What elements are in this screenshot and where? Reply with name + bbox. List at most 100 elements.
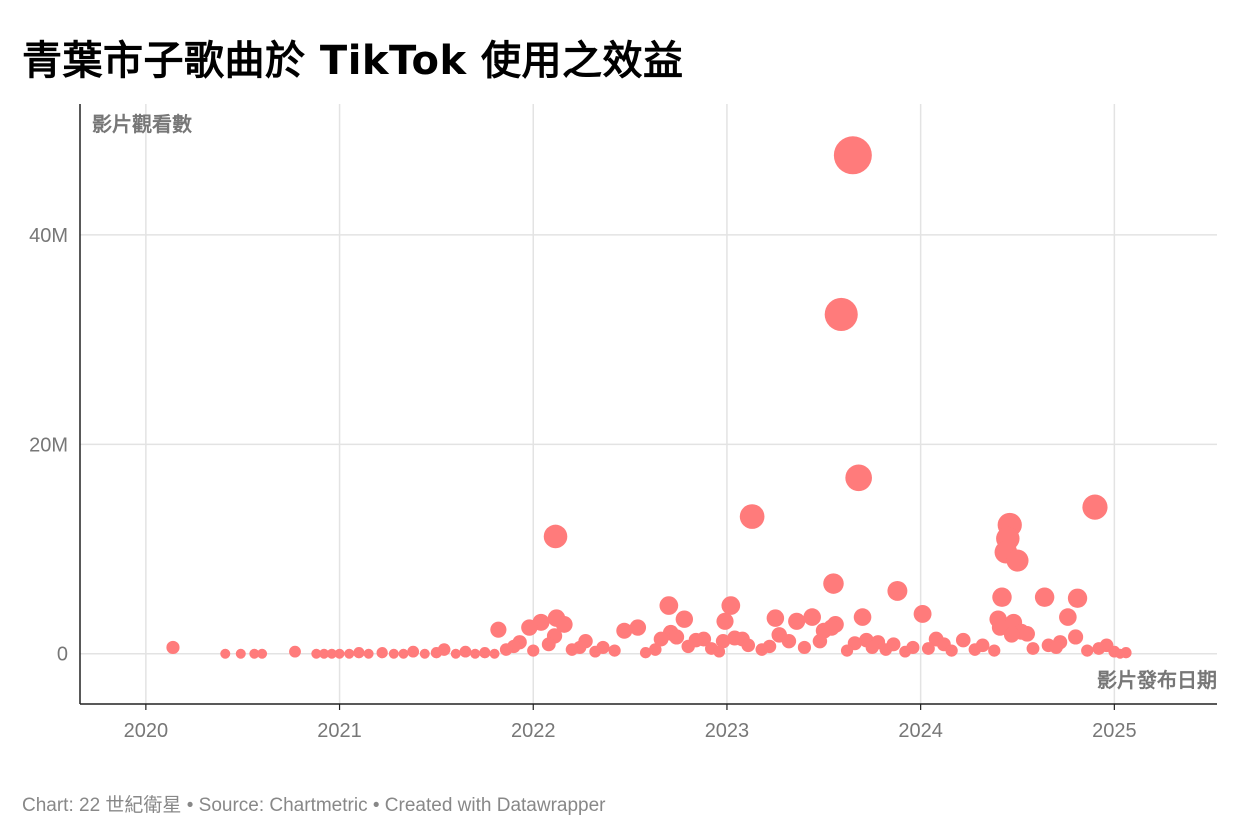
data-point [988,644,1001,657]
data-point [479,647,491,659]
data-point [991,619,1009,636]
data-point [319,648,330,659]
data-point [565,643,579,656]
grid-layer [80,104,1217,704]
data-point [845,464,872,492]
data-point [853,608,872,626]
data-point [1092,642,1106,655]
data-point [470,648,481,659]
data-point [1082,494,1108,520]
data-point [1034,587,1055,607]
chart-footer: Chart: 22 世紀衛星 • Source: Chartmetric • C… [22,795,606,816]
data-point [1068,629,1084,645]
data-point [992,587,1012,607]
x-tick-label: 2022 [511,720,556,742]
data-point [823,573,844,594]
y-tick-label: 40M [29,225,68,247]
data-point [766,609,785,627]
data-point [715,633,731,649]
data-point [388,648,399,659]
data-point [681,639,695,654]
data-point [675,610,694,628]
data-point [1019,626,1035,642]
data-point [220,648,231,659]
data-point [459,645,472,658]
x-tick-label: 2023 [705,720,750,742]
data-point [812,633,828,649]
data-point [659,596,679,615]
data-point [653,631,669,647]
data-point [921,642,935,655]
data-point [840,644,854,657]
data-point [1006,549,1029,572]
data-point [589,645,602,658]
data-point [521,619,538,636]
data-point [755,643,769,656]
data-point [1081,644,1094,657]
data-point [945,644,958,657]
data-point [344,648,355,659]
x-tick-label: 2021 [317,720,362,742]
data-point [430,647,443,659]
x-tick-label: 2020 [124,720,169,742]
data-point [499,643,513,656]
data-point [781,633,797,649]
data-point [555,616,573,633]
data-point [235,648,246,659]
data-point [249,648,260,659]
data-point [887,580,908,601]
data-point [616,622,633,639]
data-point [721,596,741,615]
data-point [527,644,540,657]
y-tick-label: 20M [29,434,68,456]
data-point [166,640,180,655]
x-axis-label: 影片發布日期 [1097,668,1217,692]
data-point [376,647,388,659]
data-point [353,647,365,659]
data-point [739,504,765,529]
data-point [363,648,374,659]
data-point [257,648,268,659]
x-tick-label: 2025 [1092,720,1137,742]
y-tick-label: 0 [57,644,68,666]
data-point [639,647,652,659]
data-point [326,648,337,659]
data-point [648,643,662,656]
points-layer [166,136,1132,659]
data-point [833,136,872,175]
data-point [629,619,647,636]
data-point [669,629,685,645]
data-point [913,604,932,623]
x-tick-label: 2024 [898,720,943,742]
data-point [713,645,726,658]
data-point [955,632,971,648]
y-axis-label: 影片觀看數 [92,112,192,136]
data-point [797,640,811,655]
data-point [1115,648,1126,659]
data-point [968,643,982,656]
chart-title: 青葉市子歌曲於 TikTok 使用之效益 [22,38,684,84]
data-point [803,608,821,626]
data-point [824,297,858,332]
data-point [419,648,430,659]
data-point [311,648,322,659]
data-point [289,645,301,658]
data-point [716,612,734,630]
data-point [865,640,879,655]
data-point [1067,588,1088,608]
data-point [899,645,912,658]
data-point [1026,642,1040,655]
data-point [741,638,756,653]
data-point [407,645,420,658]
data-point [608,644,621,657]
data-point [541,637,556,652]
data-point [1059,608,1077,626]
data-point [489,648,500,659]
data-point [1049,640,1063,655]
data-point [879,643,893,656]
data-point [450,648,461,659]
data-point [543,524,568,549]
data-point [398,648,409,659]
data-point [788,612,806,630]
